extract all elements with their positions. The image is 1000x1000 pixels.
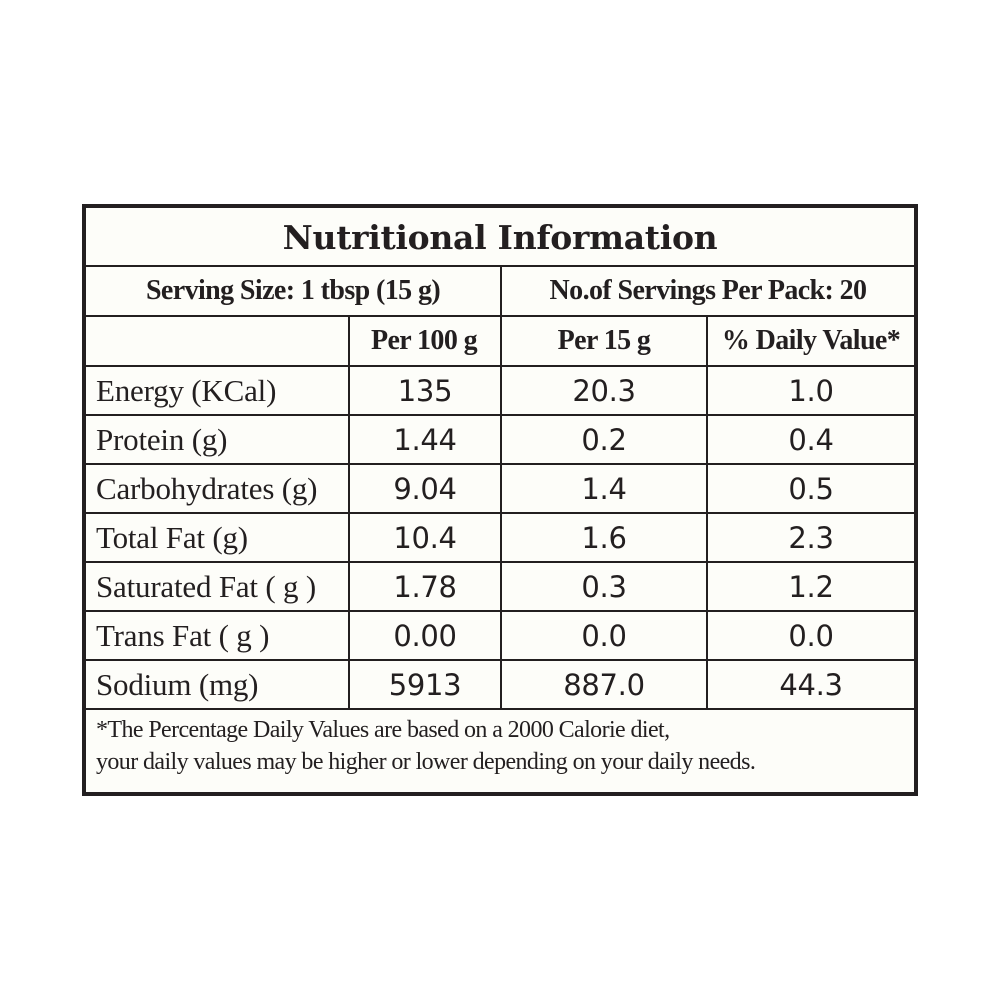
panel-title: Nutritional Information [282, 217, 718, 257]
value-per-15g: 0.3 [581, 569, 627, 604]
divider [86, 265, 914, 267]
value-per-15g: 20.3 [572, 373, 636, 408]
value-per-100g: 135 [397, 373, 453, 408]
value-daily: 0.0 [788, 618, 834, 653]
column-header-daily-value: % Daily Value* [721, 325, 901, 356]
column-divider [706, 317, 708, 709]
servings-per-pack: No.of Servings Per Pack: 20 [549, 275, 868, 306]
value-per-100g: 1.78 [393, 569, 457, 604]
column-divider [500, 267, 502, 709]
value-per-100g: 1.44 [393, 422, 457, 457]
value-per-100g: 0.00 [393, 618, 457, 653]
nutrition-panel: Nutritional Information Serving Size: 1 … [82, 204, 918, 796]
divider [86, 708, 914, 710]
serving-size: Serving Size: 1 tbsp (15 g) [145, 275, 441, 306]
value-per-100g: 9.04 [393, 471, 457, 506]
value-daily: 1.0 [788, 373, 834, 408]
value-daily: 0.5 [788, 471, 834, 506]
nutrient-label: Total Fat (g) [96, 519, 248, 555]
value-per-15g: 1.4 [581, 471, 627, 506]
value-per-15g: 0.0 [581, 618, 627, 653]
nutrient-label: Sodium (mg) [96, 666, 259, 702]
nutrient-label: Trans Fat ( g ) [96, 617, 270, 653]
value-per-100g: 10.4 [393, 520, 457, 555]
value-daily: 1.2 [788, 569, 834, 604]
value-per-15g: 1.6 [581, 520, 627, 555]
column-header-per-15g: Per 15 g [557, 325, 651, 356]
value-per-100g: 5913 [388, 667, 462, 702]
nutrient-label: Saturated Fat ( g ) [96, 568, 317, 604]
value-daily: 44.3 [779, 667, 843, 702]
footnote: *The Percentage Daily Values are based o… [86, 712, 914, 792]
footnote-line-1: *The Percentage Daily Values are based o… [96, 717, 670, 743]
nutrient-label: Energy (KCal) [96, 372, 277, 408]
column-divider [348, 317, 350, 709]
footnote-line-2: your daily values may be higher or lower… [96, 749, 756, 776]
value-per-15g: 0.2 [581, 422, 627, 457]
nutrient-label: Protein (g) [96, 421, 228, 457]
value-daily: 2.3 [788, 520, 834, 555]
value-daily: 0.4 [788, 422, 834, 457]
value-per-15g: 887.0 [563, 667, 645, 702]
nutrient-label: Carbohydrates (g) [96, 470, 318, 506]
column-header-per-100g: Per 100 g [370, 325, 478, 356]
